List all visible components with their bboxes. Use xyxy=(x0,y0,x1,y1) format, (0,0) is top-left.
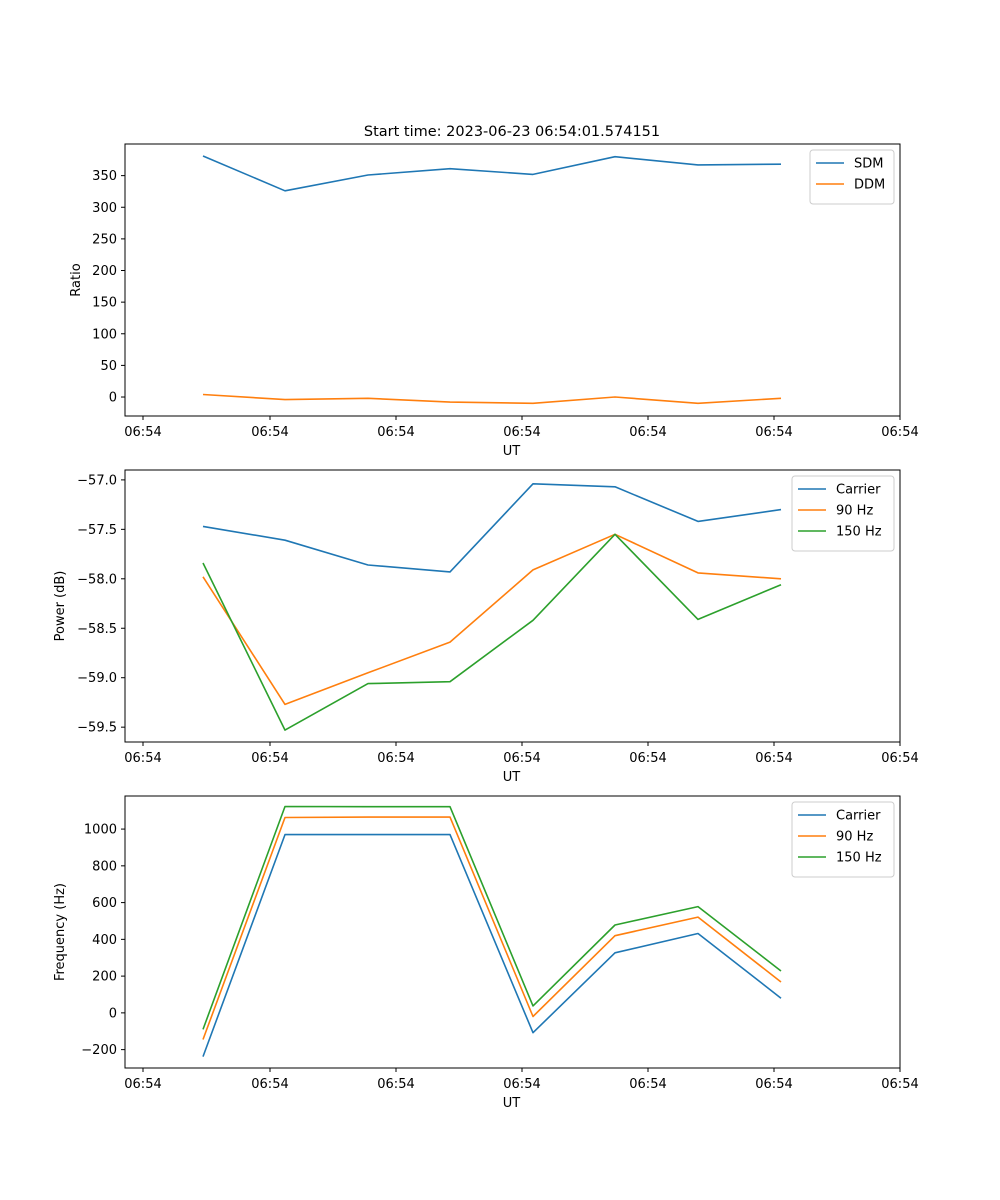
y-tick-label: −57.0 xyxy=(77,473,117,488)
x-tick-label: 06:54 xyxy=(755,1077,792,1092)
legend: SDM DDM xyxy=(809,149,895,205)
figure-title: Start time: 2023-06-23 06:54:01.574151 xyxy=(364,124,660,140)
series-line-carrier xyxy=(202,482,782,573)
legend-label: Carrier xyxy=(836,483,881,498)
series-line-90-hz xyxy=(202,816,782,1040)
series-line-ddm xyxy=(202,393,782,405)
y-tick-label: 250 xyxy=(92,232,117,247)
y-tick-label: 1000 xyxy=(84,823,117,838)
x-tick-label: 06:54 xyxy=(755,751,792,766)
y-tick-label: 800 xyxy=(92,859,117,874)
axes-frame xyxy=(124,469,901,743)
axes-frame xyxy=(124,795,901,1069)
y-tick-label: 600 xyxy=(92,896,117,911)
y-axis-label: Ratio xyxy=(69,263,84,296)
y-axis-label: Frequency (Hz) xyxy=(53,883,68,981)
x-tick-label: 06:54 xyxy=(124,1077,161,1092)
x-tick-label: 06:54 xyxy=(881,425,918,440)
y-tick-label: −59.5 xyxy=(77,721,117,736)
legend-label: SDM xyxy=(854,157,883,172)
legend-label: 90 Hz xyxy=(836,504,873,519)
subplot-2: −59.5 −59.0 −58.5 −58.0 −57.5 −57.0 06:54 06:54… xyxy=(53,469,919,785)
x-axis-label: UT xyxy=(503,770,521,785)
legend-label: 90 Hz xyxy=(836,830,873,845)
y-tick-label: −59.0 xyxy=(77,671,117,686)
y-axis-label: Power (dB) xyxy=(53,571,68,642)
legend-box xyxy=(791,801,895,878)
y-tick-label: 150 xyxy=(92,296,117,311)
y-tick-label: 200 xyxy=(92,970,117,985)
series-line-sdm xyxy=(202,155,782,192)
legend: Carrier 90 Hz 150 Hz xyxy=(791,475,895,552)
y-tick-label: −58.0 xyxy=(77,572,117,587)
y-tick-label: 100 xyxy=(92,327,117,342)
subplot-3: −200 0 200 400 600 800 1000 06:54 06:54 06:54 06:5… xyxy=(53,795,919,1111)
series-line-150-hz xyxy=(202,533,782,731)
legend-label: Carrier xyxy=(836,809,881,824)
y-tick-label: 300 xyxy=(92,201,117,216)
legend-box xyxy=(791,475,895,552)
x-tick-label: 06:54 xyxy=(377,751,414,766)
axes-frame xyxy=(124,143,901,417)
x-axis-label: UT xyxy=(503,444,521,459)
y-tick-label: −200 xyxy=(81,1043,117,1058)
x-tick-label: 06:54 xyxy=(251,1077,288,1092)
x-tick-label: 06:54 xyxy=(124,425,161,440)
x-tick-label: 06:54 xyxy=(503,1077,540,1092)
y-tick-label: 50 xyxy=(100,359,117,374)
x-tick-label: 06:54 xyxy=(881,1077,918,1092)
x-tick-label: 06:54 xyxy=(629,751,666,766)
x-tick-label: 06:54 xyxy=(629,1077,666,1092)
x-tick-label: 06:54 xyxy=(377,425,414,440)
legend-label: 150 Hz xyxy=(836,525,882,540)
series-line-carrier xyxy=(202,833,782,1057)
y-tick-label: −58.5 xyxy=(77,622,117,637)
x-tick-label: 06:54 xyxy=(503,751,540,766)
x-tick-label: 06:54 xyxy=(629,425,666,440)
x-tick-label: 06:54 xyxy=(881,751,918,766)
y-tick-label: 200 xyxy=(92,264,117,279)
panels: 0 50 100 150 200 250 300 350 06:54 06:54 06:54 06:5… xyxy=(53,143,919,1111)
x-tick-label: 06:54 xyxy=(251,425,288,440)
x-tick-label: 06:54 xyxy=(377,1077,414,1092)
series-line-90-hz xyxy=(202,533,782,706)
subplot-1: 0 50 100 150 200 250 300 350 06:54 06:54 06:54 06:5… xyxy=(69,143,919,459)
legend-label: 150 Hz xyxy=(836,851,882,866)
y-tick-label: 400 xyxy=(92,933,117,948)
x-tick-label: 06:54 xyxy=(251,751,288,766)
x-tick-label: 06:54 xyxy=(503,425,540,440)
x-axis-label: UT xyxy=(503,1096,521,1111)
legend-label: DDM xyxy=(854,178,885,193)
y-tick-label: 0 xyxy=(109,391,117,406)
y-tick-label: 350 xyxy=(92,169,117,184)
x-tick-label: 06:54 xyxy=(124,751,161,766)
x-tick-label: 06:54 xyxy=(755,425,792,440)
legend: Carrier 90 Hz 150 Hz xyxy=(791,801,895,878)
series-line-150-hz xyxy=(202,805,782,1030)
y-tick-label: −57.5 xyxy=(77,523,117,538)
y-tick-label: 0 xyxy=(109,1006,117,1021)
